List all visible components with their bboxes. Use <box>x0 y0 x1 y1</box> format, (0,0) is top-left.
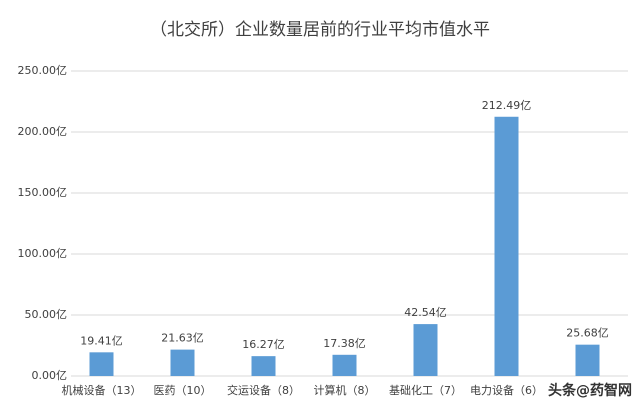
y-tick-label: 100.00亿 <box>18 247 68 260</box>
watermark: 头条@药智网 <box>548 382 632 399</box>
value-label: 212.49亿 <box>482 99 532 112</box>
value-label: 21.63亿 <box>161 332 204 345</box>
value-label: 42.54亿 <box>404 306 447 319</box>
value-label: 19.41亿 <box>80 334 123 347</box>
x-tick-label: 电力设备（6） <box>470 383 543 397</box>
value-label: 17.38亿 <box>323 337 366 350</box>
bar <box>494 116 519 376</box>
y-tick-label: 150.00亿 <box>18 186 68 199</box>
y-tick-label: 0.00亿 <box>32 369 68 382</box>
y-tick-label: 250.00亿 <box>18 64 68 77</box>
bar <box>89 352 114 376</box>
value-label: 25.68亿 <box>566 327 609 340</box>
x-tick-label: 医药（10） <box>154 384 212 397</box>
x-tick-label: 交运设备（8） <box>227 383 300 397</box>
bar <box>413 324 438 376</box>
x-tick-label: 机械设备（13） <box>62 383 142 397</box>
x-tick-label: 基础化工（7） <box>389 383 462 397</box>
x-tick-label: 计算机（8） <box>314 383 376 397</box>
bar <box>575 344 600 376</box>
y-tick-label: 200.00亿 <box>18 125 68 138</box>
bar <box>251 356 276 376</box>
bar <box>332 354 357 376</box>
bar <box>170 349 195 376</box>
chart-title: （北交所）企业数量居前的行业平均市值水平 <box>150 20 490 40</box>
y-tick-label: 50.00亿 <box>25 308 68 321</box>
value-label: 16.27亿 <box>242 338 285 351</box>
